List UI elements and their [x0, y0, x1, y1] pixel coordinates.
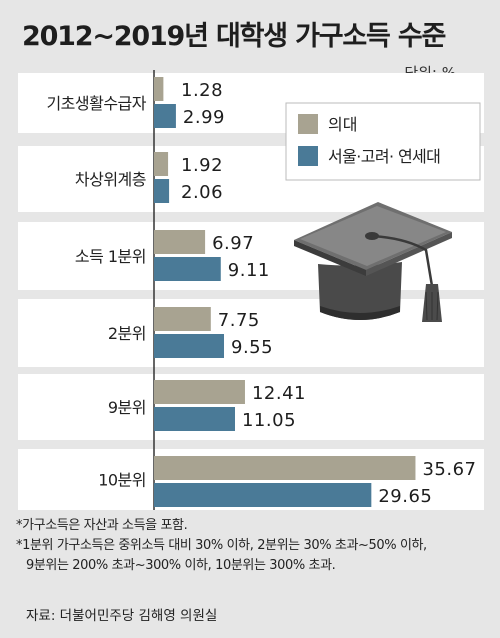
legend-swatch-sky [298, 146, 318, 166]
value-label: 6.97 [212, 233, 254, 254]
value-label: 1.28 [181, 80, 223, 101]
legend-swatch-medical [298, 114, 318, 134]
bar [154, 104, 176, 128]
bar [154, 407, 235, 431]
bar [154, 257, 221, 281]
legend-label-sky: 서울·고려· 연세대 [328, 147, 440, 166]
category-label: 소득 1분위 [75, 247, 146, 266]
source-credit: 자료: 더불어민주당 김해영 의원실 [26, 608, 218, 624]
category-label: 9분위 [108, 398, 146, 417]
value-label: 7.75 [218, 310, 260, 331]
value-label: 2.06 [181, 182, 223, 203]
category-label: 10분위 [98, 471, 146, 490]
chart-title: 2012~2019년 대학생 가구소득 수준 [22, 21, 446, 52]
category-panel [18, 299, 484, 367]
bar [154, 456, 416, 480]
bar [154, 230, 206, 254]
graduation-cap-icon [294, 202, 452, 322]
bar [154, 380, 245, 404]
labels-group: 기초생활수급자 1.28 2.99 차상위계층 1.92 2.06 소득 1분위 6.97 9.… [46, 80, 476, 507]
bar [154, 77, 164, 101]
value-label: 35.67 [422, 459, 476, 480]
bars-group [154, 77, 416, 507]
value-label: 9.11 [228, 260, 270, 281]
value-label: 29.65 [378, 486, 432, 507]
bar [154, 307, 211, 331]
value-label: 9.55 [231, 337, 273, 358]
category-label: 기초생활수급자 [46, 94, 146, 113]
footnote: *1분위 가구소득은 중위소득 대비 30% 이하, 2분위는 30% 초과~5… [16, 538, 427, 553]
value-label: 11.05 [242, 410, 296, 431]
footnote: 9분위는 200% 초과~300% 이하, 10분위는 300% 초과. [26, 558, 336, 573]
value-label: 1.92 [181, 155, 223, 176]
value-label: 12.41 [252, 383, 306, 404]
bar [154, 152, 169, 176]
category-label: 2분위 [108, 324, 146, 343]
legend-box [285, 102, 481, 181]
value-label: 2.99 [183, 107, 225, 128]
bar [154, 483, 372, 507]
legend-label-medical: 의대 [328, 115, 357, 134]
category-label: 차상위계층 [75, 170, 146, 189]
footnotes: *가구소득은 자산과 소득을 포함. *1분위 가구소득은 중위소득 대비 30… [16, 516, 496, 576]
bar [154, 334, 225, 358]
footnote: *가구소득은 자산과 소득을 포함. [16, 518, 188, 533]
category-panel [18, 374, 484, 440]
legend: 의대 서울·고려· 연세대 [285, 102, 481, 181]
bar [154, 179, 170, 203]
